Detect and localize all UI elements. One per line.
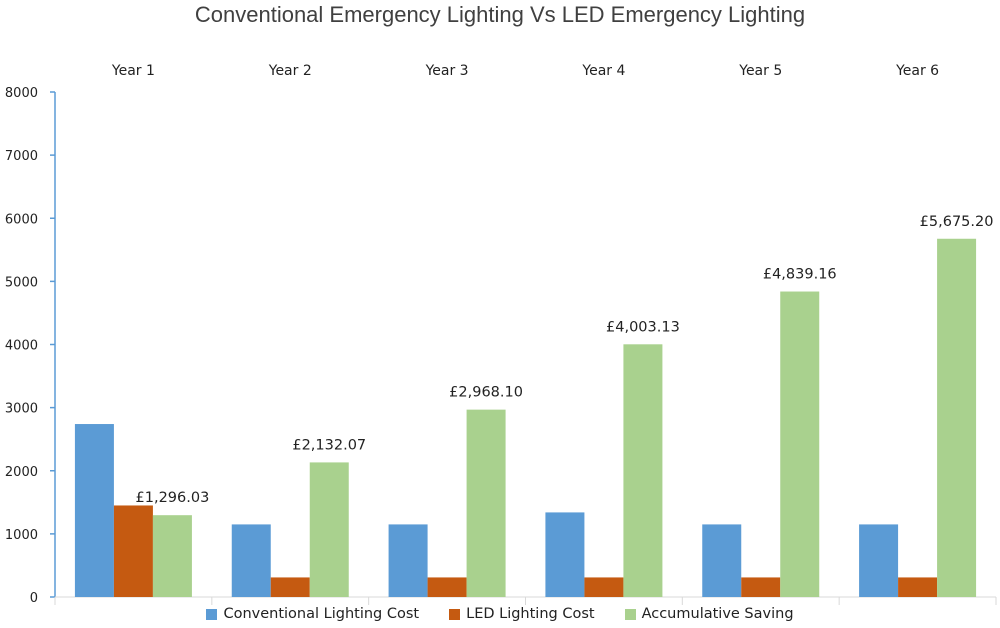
y-tick-label: 1000 [5,528,38,543]
y-tick-label: 3000 [5,402,38,417]
legend-label: Accumulative Saving [641,606,794,622]
y-tick-label: 4000 [5,339,38,354]
y-tick-label: 6000 [5,212,38,227]
bar [270,577,310,597]
legend-swatch [206,608,218,620]
data-label: £5,675.20 [920,214,994,230]
category-label: Year 3 [425,63,469,79]
y-tick-label: 8000 [5,86,38,101]
bar [466,409,506,597]
y-tick-label: 7000 [5,149,38,164]
legend-item: Conventional Lighting Cost [206,606,419,622]
bar [231,524,271,597]
y-tick-label: 5000 [5,275,38,290]
category-label: Year 1 [111,63,155,79]
bar [152,515,192,597]
bar [545,512,585,597]
data-label: £2,968.10 [449,385,523,401]
bar [898,577,938,597]
bar [702,524,742,597]
data-label: £4,839.16 [763,267,837,283]
legend: Conventional Lighting Cost LED Lighting C… [0,606,1000,622]
bar [388,524,428,597]
bar [623,344,663,597]
bar [859,524,899,597]
bar [741,577,781,597]
category-label: Year 6 [895,63,939,79]
data-label: £2,132.07 [292,437,366,453]
category-label: Year 2 [268,63,312,79]
bar [937,238,977,598]
bar [74,424,114,597]
legend-label: LED Lighting Cost [466,606,595,622]
legend-swatch [624,608,636,620]
bar [584,577,624,597]
legend-swatch [449,608,461,620]
data-label: £4,003.13 [606,319,680,335]
chart-title: Conventional Emergency Lighting Vs LED E… [194,2,806,27]
legend-item: Accumulative Saving [624,606,794,622]
y-tick-label: 0 [30,591,38,606]
bar [780,291,820,597]
bar [113,505,153,597]
legend-item: LED Lighting Cost [449,606,595,622]
category-label: Year 5 [738,63,782,79]
data-label: £1,296.03 [136,490,210,506]
category-label: Year 4 [581,63,625,79]
bar [309,462,349,597]
legend-label: Conventional Lighting Cost [223,606,420,622]
bar [427,577,467,597]
y-tick-label: 2000 [5,465,38,480]
